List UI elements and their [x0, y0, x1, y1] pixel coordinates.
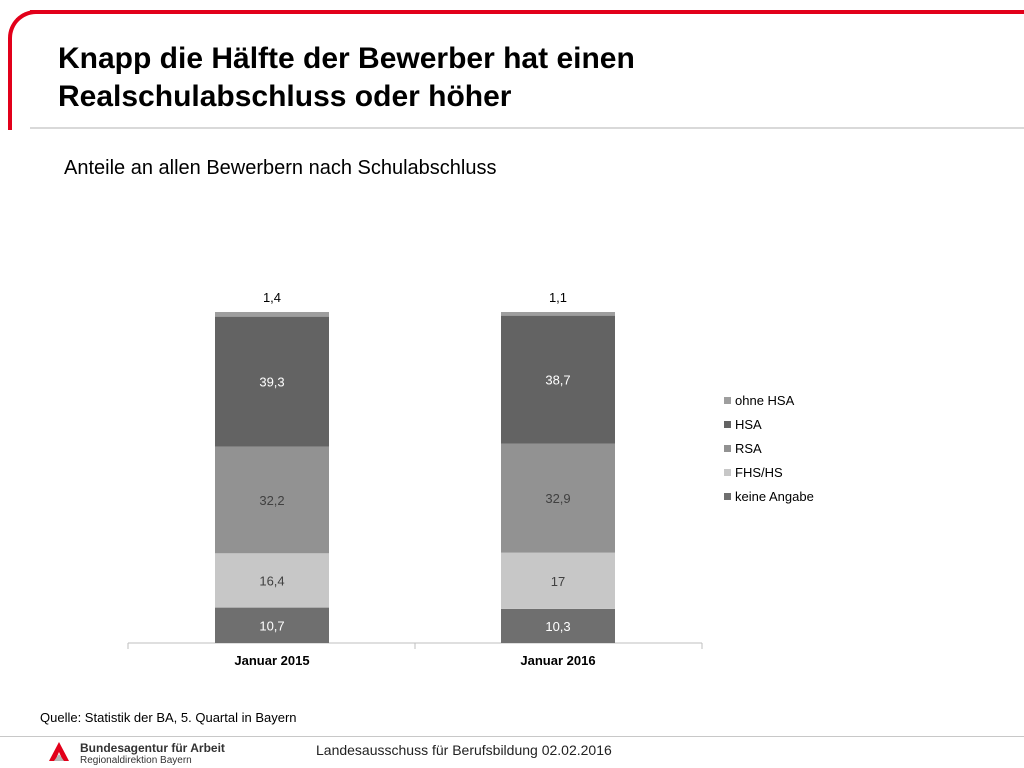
legend-swatch-rsa — [724, 445, 731, 452]
legend-swatch-fhs-hs — [724, 469, 731, 476]
legend-swatch-keine-angabe — [724, 493, 731, 500]
source-note: Quelle: Statistik der BA, 5. Quartal in … — [40, 710, 297, 725]
legend-label-rsa: RSA — [735, 441, 762, 456]
org-sub: Regionaldirektion Bayern — [80, 755, 192, 766]
x-tick-label: Januar 2016 — [520, 653, 595, 668]
data-label: 10,3 — [545, 619, 570, 634]
bar-segment-fhs-hs — [501, 552, 615, 609]
data-label: 17 — [551, 574, 565, 589]
data-label: 32,9 — [545, 491, 570, 506]
bar-segment-rsa — [501, 443, 615, 553]
page-title-line-1: Knapp die Hälfte der Bewerber hat einen — [58, 42, 635, 75]
data-label: 10,7 — [259, 618, 284, 633]
bar-segment-ohne-hsa — [501, 312, 615, 316]
ba-logo-icon — [49, 742, 69, 761]
bar-segment-hsa — [501, 315, 615, 444]
legend-swatch-ohne-hsa — [724, 397, 731, 404]
bar-segment-hsa — [215, 316, 329, 447]
legend-swatch-hsa — [724, 421, 731, 428]
page-title: Knapp die Hälfte der Bewerber hat einen … — [58, 40, 998, 116]
bar-segment-ohne-hsa — [215, 312, 329, 317]
x-tick-label: Januar 2015 — [234, 653, 309, 668]
footer-text: Landesausschuss für Berufsbildung 02.02.… — [316, 742, 612, 758]
data-label: 16,4 — [259, 573, 284, 588]
bar-segment-keine-angabe — [215, 607, 329, 643]
page-title-line-2: Realschulabschluss oder höher — [58, 80, 512, 113]
legend-label-ohne-hsa: ohne HSA — [735, 393, 795, 408]
legend-label-fhs-hs: FHS/HS — [735, 465, 783, 480]
bar-segment-keine-angabe — [501, 608, 615, 643]
data-label: 1,1 — [549, 290, 567, 305]
footer-divider — [0, 736, 1024, 737]
data-label: 32,2 — [259, 493, 284, 508]
header-frame-line — [30, 10, 1024, 14]
legend-label-hsa: HSA — [735, 417, 762, 432]
bar-segment-fhs-hs — [215, 553, 329, 608]
bar-segment-rsa — [215, 446, 329, 554]
data-label: 38,7 — [545, 373, 570, 388]
data-label: 39,3 — [259, 375, 284, 390]
header-frame-accent — [8, 10, 38, 130]
header-divider — [30, 127, 1024, 129]
data-label: 1,4 — [263, 290, 281, 305]
legend-label-keine-angabe: keine Angabe — [735, 489, 814, 504]
chart-subtitle: Anteile an allen Bewerbern nach Schulabs… — [64, 157, 497, 179]
org-name: Bundesagentur für Arbeit — [80, 741, 225, 755]
